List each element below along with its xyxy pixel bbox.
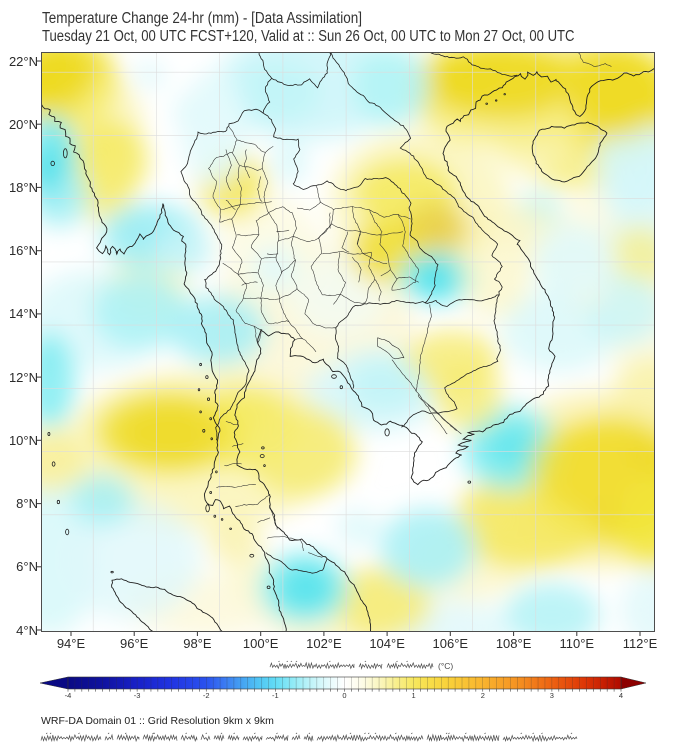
- svg-text:(°C): (°C): [438, 661, 453, 671]
